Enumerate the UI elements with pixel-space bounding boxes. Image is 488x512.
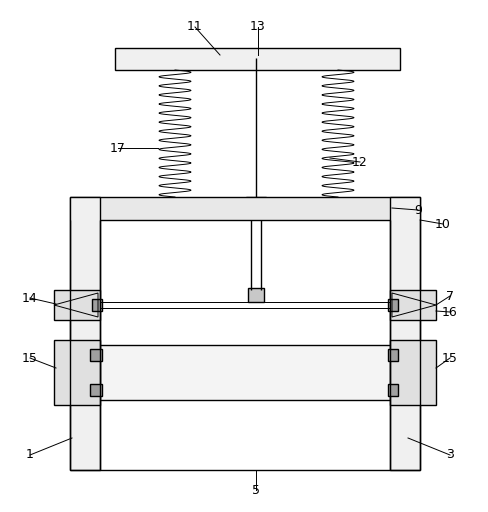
- Text: 15: 15: [22, 352, 38, 365]
- Text: 14: 14: [22, 291, 38, 305]
- Bar: [390, 290, 436, 320]
- Bar: [388, 384, 398, 396]
- Bar: [388, 349, 398, 361]
- Bar: [248, 288, 264, 302]
- Text: 16: 16: [442, 306, 458, 318]
- Text: 5: 5: [252, 483, 260, 497]
- Text: 11: 11: [187, 20, 203, 33]
- Bar: [92, 299, 102, 311]
- Bar: [54, 290, 100, 320]
- Text: 1: 1: [26, 449, 34, 461]
- Bar: [246, 197, 266, 210]
- Bar: [70, 197, 100, 470]
- Bar: [390, 197, 420, 470]
- Bar: [54, 340, 100, 405]
- Bar: [390, 340, 436, 405]
- Bar: [70, 197, 420, 220]
- Text: 3: 3: [446, 449, 454, 461]
- Text: 7: 7: [446, 289, 454, 303]
- Bar: [115, 48, 400, 70]
- Text: 17: 17: [110, 141, 126, 155]
- Text: 9: 9: [414, 203, 422, 217]
- Text: 12: 12: [352, 156, 368, 168]
- Text: 15: 15: [442, 352, 458, 365]
- Bar: [100, 345, 390, 400]
- Bar: [90, 384, 102, 396]
- Bar: [388, 299, 398, 311]
- Bar: [90, 349, 102, 361]
- Text: 10: 10: [435, 218, 451, 230]
- Text: 13: 13: [250, 20, 266, 33]
